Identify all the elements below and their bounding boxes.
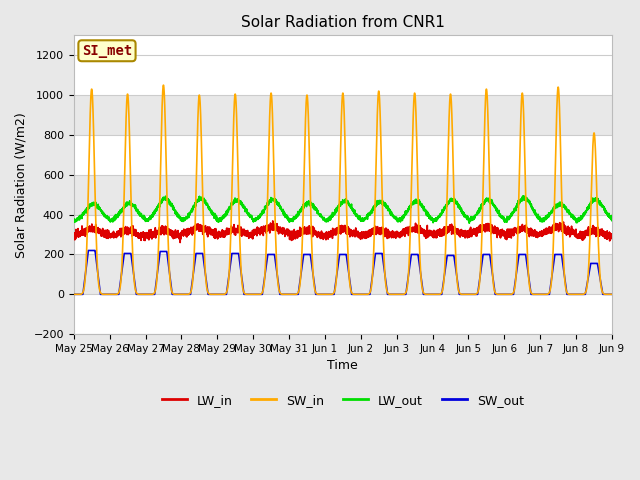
SW_out: [547, 282, 554, 288]
Bar: [74, 215, 612, 254]
LW_in: [413, 222, 421, 228]
LW_out: [518, 195, 526, 201]
Bar: [74, 175, 612, 215]
LW_in: [177, 240, 184, 245]
LW_out: [189, 206, 196, 212]
Line: SW_out: SW_out: [74, 251, 640, 294]
LW_out: [382, 205, 390, 211]
Bar: [74, 95, 612, 135]
LW_in: [70, 234, 77, 240]
LW_out: [70, 219, 77, 225]
SW_out: [189, 274, 196, 279]
Y-axis label: Solar Radiation (W/m2): Solar Radiation (W/m2): [15, 112, 28, 258]
Line: SW_in: SW_in: [74, 85, 640, 294]
Line: LW_in: LW_in: [74, 221, 640, 242]
Text: SI_met: SI_met: [82, 44, 132, 58]
LW_in: [547, 226, 555, 232]
Bar: [74, 294, 612, 334]
LW_in: [562, 226, 570, 231]
Title: Solar Radiation from CNR1: Solar Radiation from CNR1: [241, 15, 445, 30]
Bar: [74, 254, 612, 294]
Bar: [74, 55, 612, 95]
SW_in: [518, 91, 526, 96]
LW_out: [520, 193, 527, 199]
Line: LW_out: LW_out: [74, 196, 640, 223]
SW_in: [547, 285, 554, 291]
SW_in: [562, 283, 570, 289]
SW_in: [383, 285, 390, 291]
LW_in: [189, 229, 196, 235]
LW_in: [519, 228, 527, 234]
SW_in: [189, 276, 196, 281]
X-axis label: Time: Time: [328, 360, 358, 372]
LW_in: [269, 218, 276, 224]
SW_out: [383, 282, 390, 288]
LW_out: [547, 211, 555, 216]
Bar: [74, 135, 612, 175]
LW_out: [413, 200, 420, 205]
SW_in: [70, 291, 77, 297]
Legend: LW_in, SW_in, LW_out, SW_out: LW_in, SW_in, LW_out, SW_out: [157, 389, 529, 411]
LW_out: [465, 220, 473, 226]
SW_out: [413, 252, 421, 257]
SW_in: [413, 151, 421, 157]
SW_in: [159, 82, 167, 88]
LW_out: [562, 206, 570, 212]
SW_out: [84, 248, 92, 253]
SW_out: [70, 291, 77, 297]
SW_out: [562, 280, 570, 286]
LW_in: [383, 231, 390, 237]
SW_out: [518, 252, 526, 257]
